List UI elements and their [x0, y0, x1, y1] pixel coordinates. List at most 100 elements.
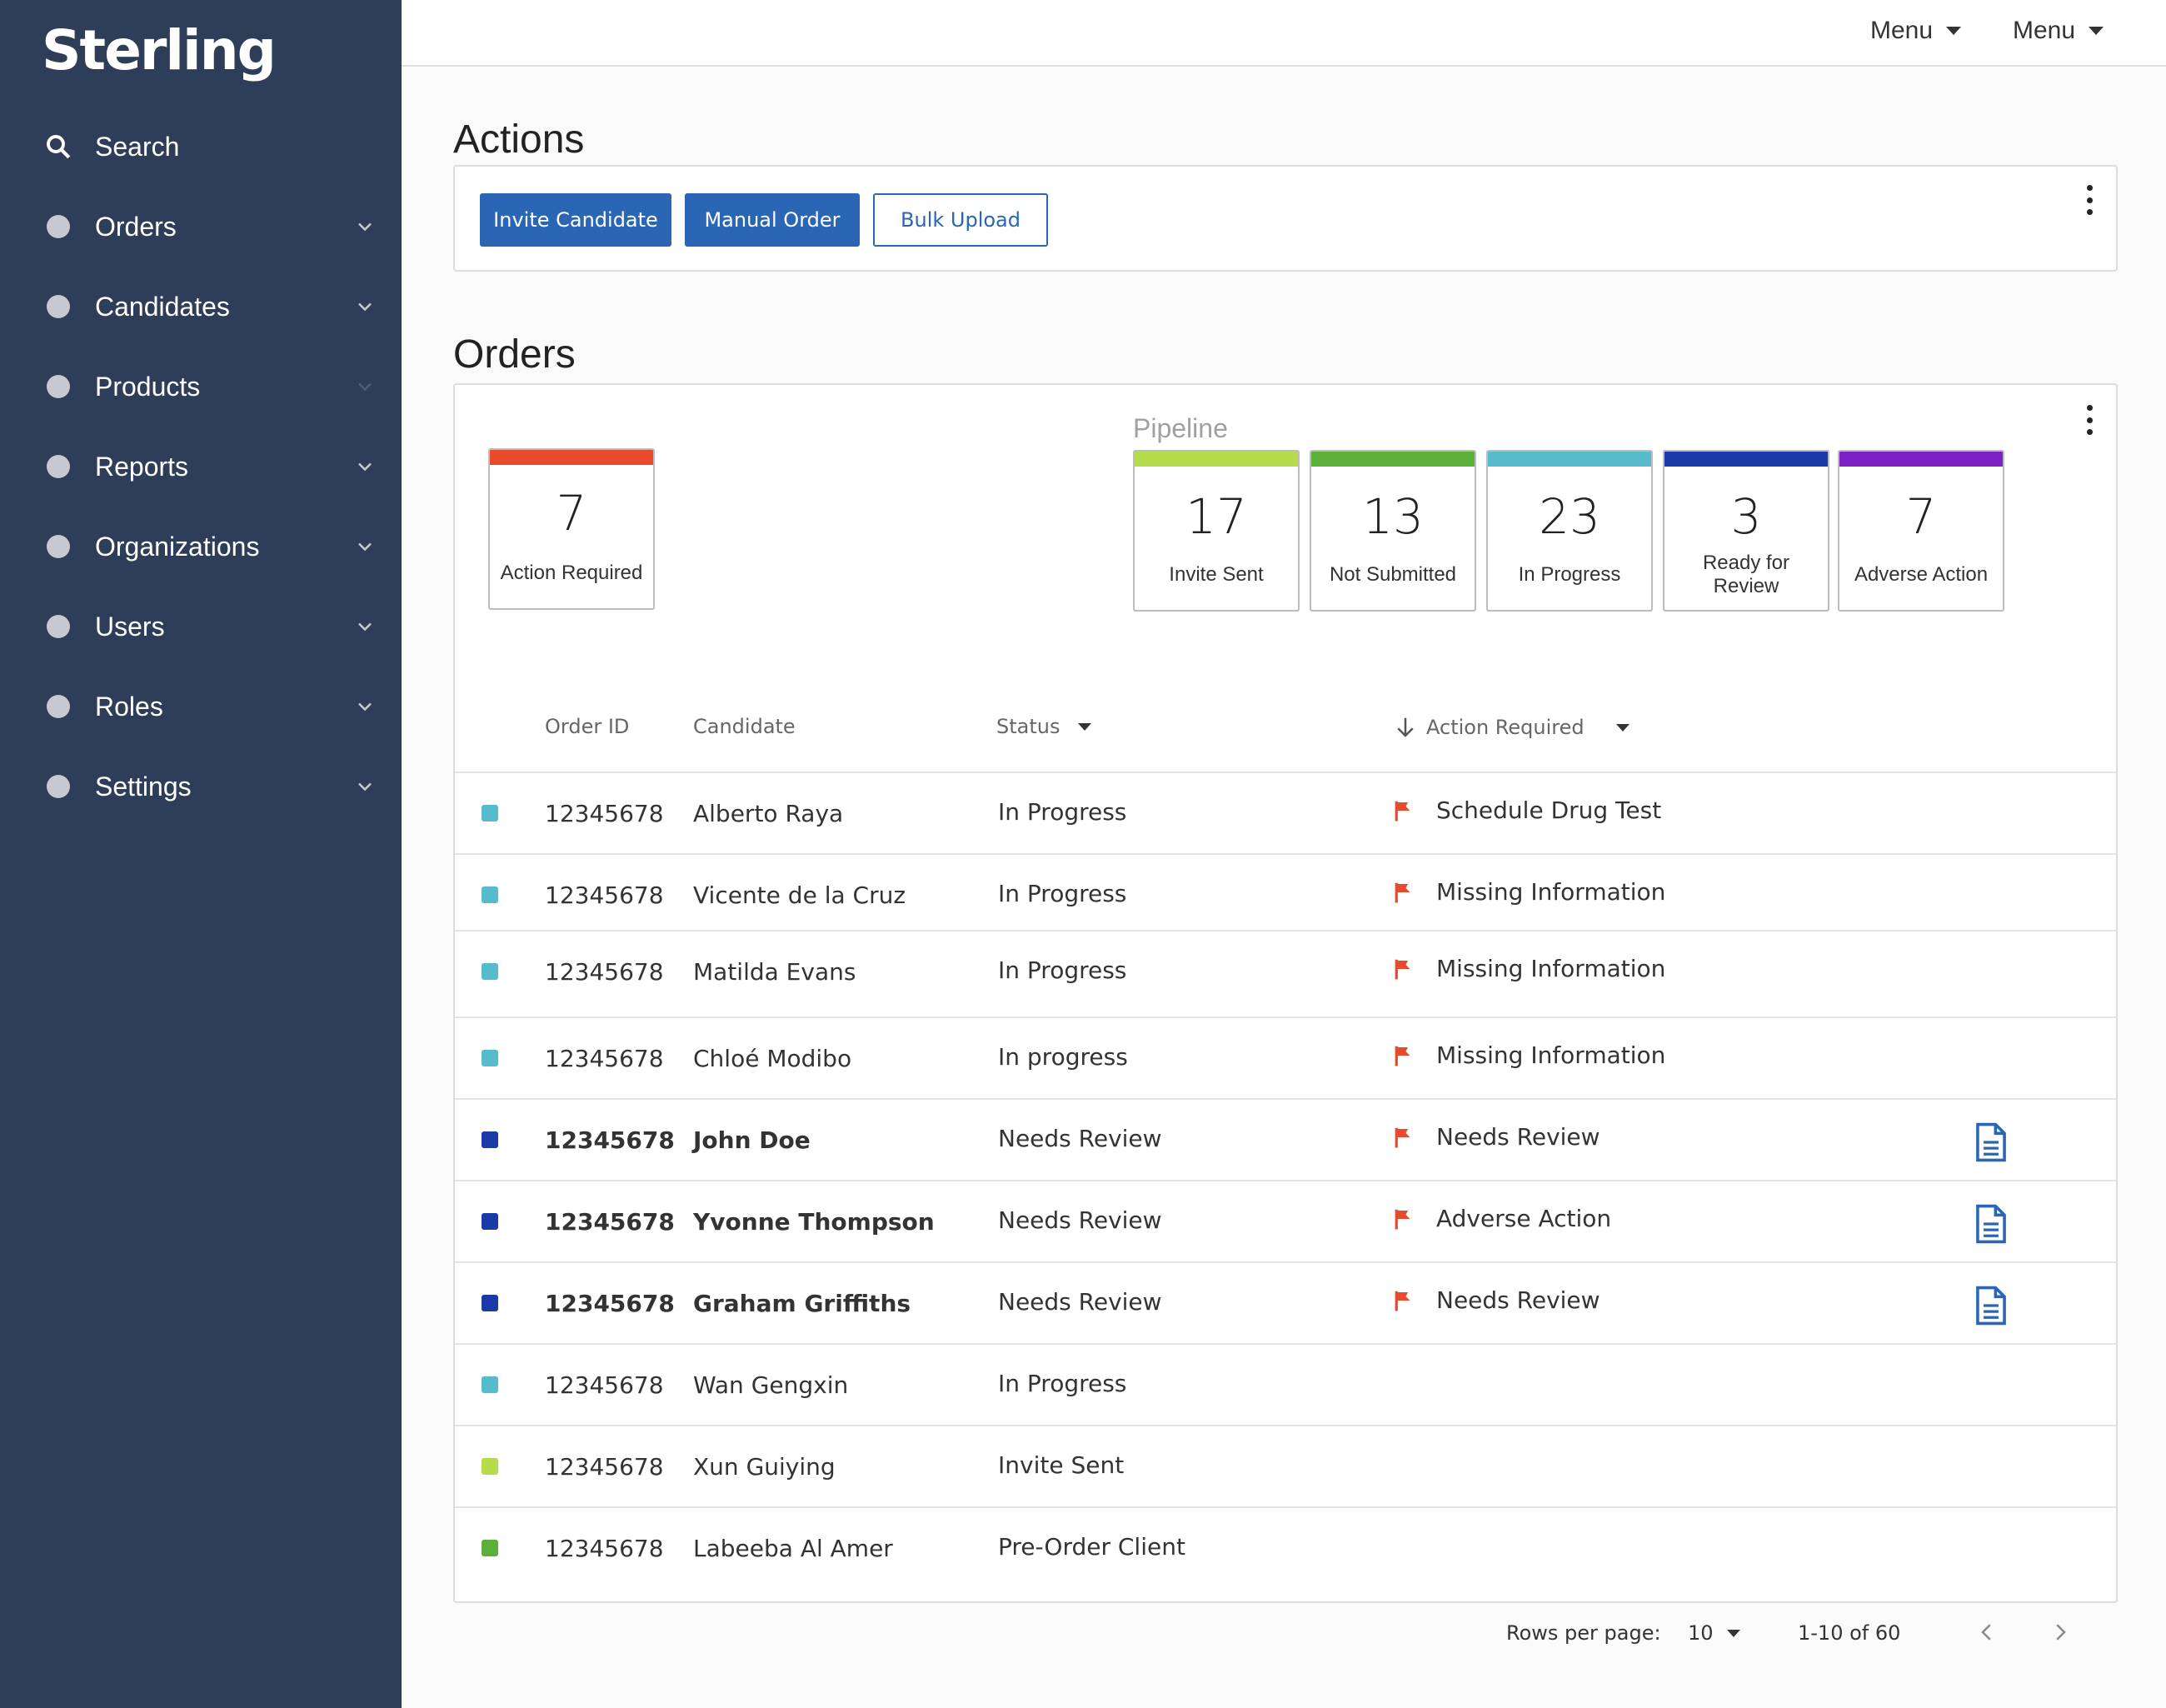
candidate-name[interactable]: Yvonne Thompson: [693, 1208, 935, 1236]
dot-icon: [47, 695, 70, 718]
col-candidate[interactable]: Candidate: [693, 715, 796, 738]
top-menu-2[interactable]: Menu: [2013, 17, 2104, 45]
sidebar-item-candidates[interactable]: Candidates: [0, 267, 402, 347]
chevron-down-icon[interactable]: [353, 695, 377, 718]
table-row[interactable]: 12345678 Alberto Raya In Progress Schedule …: [455, 772, 2116, 853]
actions-more-icon[interactable]: [2081, 185, 2098, 215]
table-row[interactable]: 12345678 Yvonne Thompson Needs Review Adver…: [455, 1180, 2116, 1261]
top-menu-label: Menu: [2013, 17, 2076, 44]
table-row[interactable]: 12345678 Labeeba Al Amer Pre-Order Client: [455, 1506, 2116, 1600]
table-row[interactable]: 12345678 Wan Gengxin In Progress: [455, 1343, 2116, 1425]
sidebar-item-organizations[interactable]: Organizations: [0, 507, 402, 587]
sidebar-item-roles[interactable]: Roles: [0, 667, 402, 747]
chevron-left-icon[interactable]: [1974, 1620, 1999, 1645]
manual-order-button[interactable]: Manual Order: [685, 193, 860, 247]
status-color-icon: [482, 1050, 498, 1066]
tile-color-bar: [490, 450, 653, 465]
chevron-down-icon[interactable]: [353, 295, 377, 318]
order-id[interactable]: 12345678: [545, 958, 664, 986]
action-required-text: Needs Review: [1436, 1123, 1600, 1151]
candidate-name[interactable]: Alberto Raya: [693, 800, 844, 827]
sidebar-item-products[interactable]: Products: [0, 347, 402, 427]
candidate-name[interactable]: Xun Guiying: [693, 1453, 836, 1481]
sidebar-item-settings[interactable]: Settings: [0, 747, 402, 827]
table-row[interactable]: 12345678 Matilda Evans In Progress Missing …: [455, 930, 2116, 1016]
order-id[interactable]: 12345678: [545, 1045, 664, 1072]
chevron-down-icon[interactable]: [353, 535, 377, 558]
sort-arrow-down-icon: [1397, 717, 1414, 737]
sidebar-nav: Search Orders Candidates Products Reports Org…: [0, 107, 402, 827]
candidate-name[interactable]: Graham Griffiths: [693, 1290, 911, 1317]
tile-action-required[interactable]: 7 Action Required: [488, 448, 655, 610]
flag-icon: [1395, 1127, 1410, 1148]
col-order-id-label: Order ID: [545, 715, 630, 738]
orders-more-icon[interactable]: [2081, 405, 2098, 435]
status-color-icon: [482, 1295, 498, 1311]
order-id[interactable]: 12345678: [545, 1290, 675, 1317]
search-icon: [47, 135, 71, 159]
table-row[interactable]: 12345678 Graham Griffiths Needs Review Need…: [455, 1261, 2116, 1343]
tile-ready-for-review[interactable]: 3 Ready for Review: [1663, 450, 1829, 612]
chevron-down-icon[interactable]: [353, 455, 377, 478]
table-row[interactable]: 12345678 John Doe Needs Review Needs Review: [455, 1098, 2116, 1180]
sidebar-item-label: Users: [95, 611, 165, 642]
sidebar-item-label: Reports: [95, 451, 189, 482]
bulk-upload-button[interactable]: Bulk Upload: [873, 193, 1048, 247]
candidate-name[interactable]: Vicente de la Cruz: [693, 881, 906, 909]
dot-icon: [47, 615, 70, 638]
caret-down-icon: [1726, 1629, 1740, 1637]
order-id[interactable]: 12345678: [545, 1371, 664, 1399]
order-id[interactable]: 12345678: [545, 881, 664, 909]
tile-not-submitted[interactable]: 13 Not Submitted: [1310, 450, 1476, 612]
candidate-name[interactable]: Chloé Modibo: [693, 1045, 852, 1072]
candidate-name[interactable]: Labeeba Al Amer: [693, 1535, 893, 1562]
brand-logo[interactable]: Sterling: [42, 18, 277, 82]
order-status: In Progress: [998, 798, 1127, 826]
table-row[interactable]: 12345678 Xun Guiying Invite Sent: [455, 1425, 2116, 1506]
sidebar-item-reports[interactable]: Reports: [0, 427, 402, 507]
status-color-icon: [482, 1458, 498, 1475]
chevron-down-icon[interactable]: [353, 215, 377, 238]
candidate-name[interactable]: Matilda Evans: [693, 958, 856, 986]
order-id[interactable]: 12345678: [545, 1535, 664, 1562]
status-color-icon: [482, 886, 498, 903]
sidebar-item-users[interactable]: Users: [0, 587, 402, 667]
table-row[interactable]: 12345678 Vicente de la Cruz In Progress Mis…: [455, 853, 2116, 930]
chevron-right-icon[interactable]: [2048, 1620, 2073, 1645]
chevron-down-icon[interactable]: [353, 375, 377, 398]
col-candidate-label: Candidate: [693, 715, 796, 738]
caret-down-icon: [2089, 27, 2104, 35]
tile-label: In Progress: [1518, 563, 1621, 586]
candidate-name[interactable]: Wan Gengxin: [693, 1371, 849, 1399]
tile-invite-sent[interactable]: 17 Invite Sent: [1133, 450, 1300, 612]
sidebar-item-orders[interactable]: Orders: [0, 187, 402, 267]
flag-icon: [1395, 1291, 1410, 1311]
document-icon[interactable]: [1973, 1285, 2009, 1326]
order-id[interactable]: 12345678: [545, 800, 664, 827]
tile-adverse-action[interactable]: 7 Adverse Action: [1838, 450, 2004, 612]
chevron-down-icon[interactable]: [353, 615, 377, 638]
sidebar-item-search[interactable]: Search: [0, 107, 402, 187]
tile-label: Ready for Review: [1702, 552, 1790, 597]
flag-icon: [1395, 882, 1410, 903]
order-id[interactable]: 12345678: [545, 1126, 675, 1154]
tile-label: Adverse Action: [1854, 563, 1989, 586]
chevron-down-icon[interactable]: [353, 775, 377, 798]
top-menu-1[interactable]: Menu: [1870, 17, 1962, 45]
order-status: In Progress: [998, 956, 1127, 984]
pipeline-label: Pipeline: [1133, 413, 1228, 443]
candidate-name[interactable]: John Doe: [693, 1126, 811, 1154]
rows-per-page-select[interactable]: 10: [1688, 1621, 1740, 1645]
col-action-required[interactable]: Action Required: [1393, 715, 1629, 740]
table-row[interactable]: 12345678 Chloé Modibo In progress Missing I…: [455, 1016, 2116, 1098]
document-icon[interactable]: [1973, 1121, 2009, 1163]
tile-in-progress[interactable]: 23 In Progress: [1486, 450, 1653, 612]
tile-count: 7: [1905, 488, 1937, 545]
col-status[interactable]: Status: [996, 715, 1092, 738]
document-icon[interactable]: [1973, 1203, 2009, 1245]
order-id[interactable]: 12345678: [545, 1453, 664, 1481]
col-order-id[interactable]: Order ID: [545, 715, 629, 738]
order-id[interactable]: 12345678: [545, 1208, 675, 1236]
invite-candidate-button[interactable]: Invite Candidate: [480, 193, 671, 247]
sidebar-item-label: Search: [95, 131, 180, 162]
